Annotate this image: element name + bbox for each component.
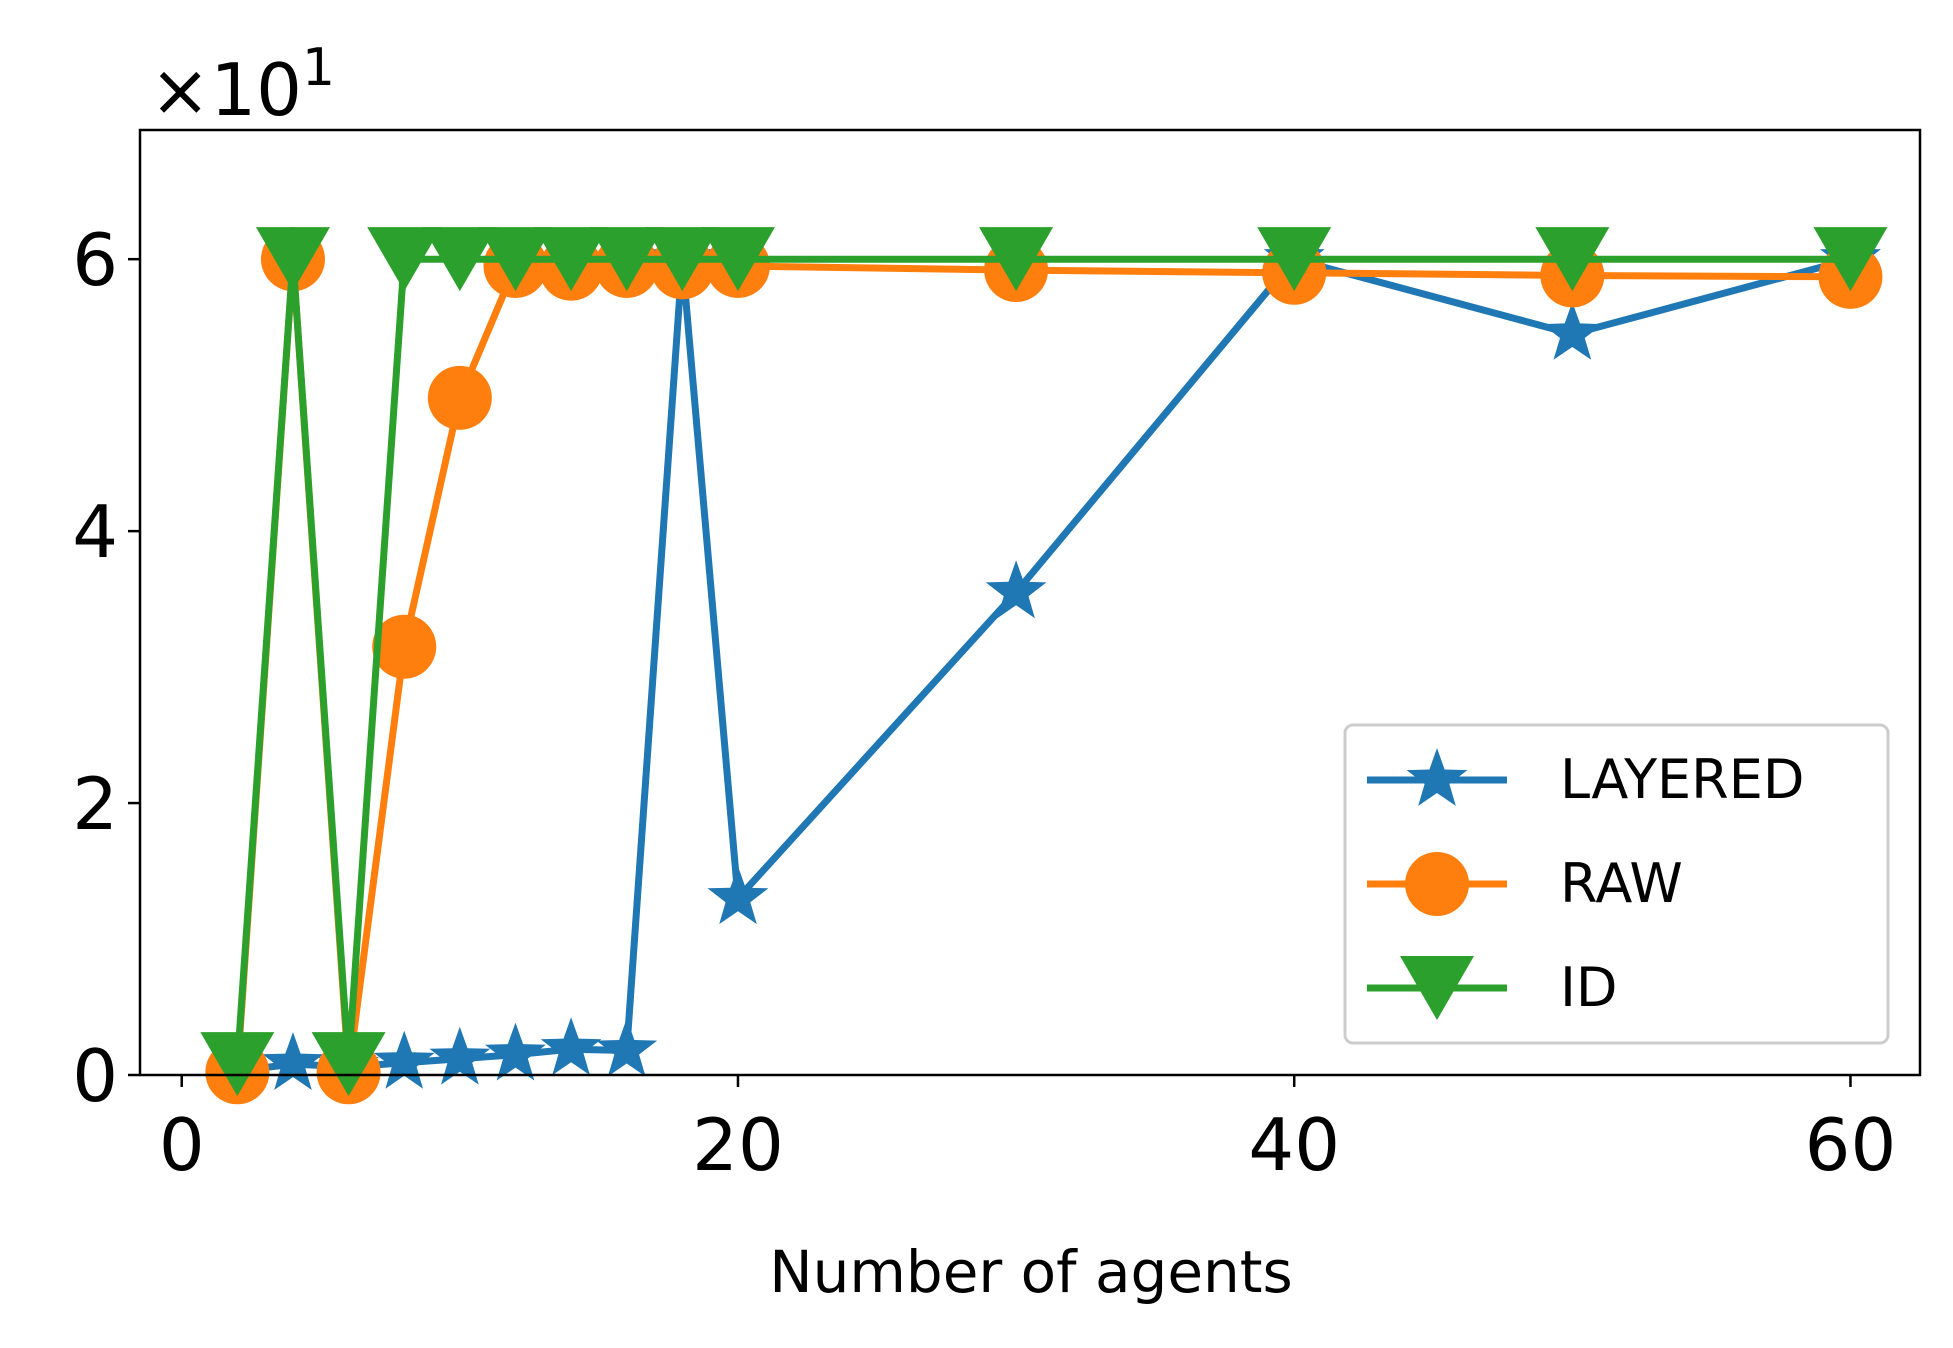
series-line-id [233, 255, 1851, 1068]
legend-entry-raw: RAW [1367, 852, 1683, 916]
data-point-id [700, 227, 775, 292]
legend-marker-id [1400, 956, 1474, 1020]
data-point-id [589, 227, 664, 292]
data-point-layered [985, 560, 1047, 619]
y-offset-label: ×101 [150, 38, 335, 132]
data-point-layered [429, 1026, 491, 1085]
data-point-id [1813, 227, 1888, 292]
legend-frame [1343, 723, 1890, 1045]
series-id [200, 227, 1888, 1097]
data-point-id [979, 227, 1054, 292]
x-tick-label: 60 [1805, 1103, 1897, 1187]
x-tick-label: 0 [159, 1103, 205, 1187]
plot-area [200, 227, 1888, 1105]
data-point-id [422, 227, 497, 292]
legend-label-raw: RAW [1560, 852, 1683, 915]
y-tick-label: 0 [72, 1034, 118, 1118]
data-point-layered [485, 1022, 546, 1081]
data-point-id [645, 227, 720, 292]
y-tick-label: 6 [72, 218, 118, 302]
data-point-id [200, 1032, 275, 1097]
legend-entry-layered: LAYERED [1367, 748, 1804, 811]
y-tick-label: 4 [72, 490, 118, 574]
x-axis-title: Number of agents [769, 1238, 1293, 1306]
data-point-id [1535, 227, 1610, 292]
legend-label-layered: LAYERED [1560, 748, 1804, 811]
data-point-raw [372, 614, 437, 679]
legend-marker-layered [1406, 748, 1468, 806]
data-point-layered [1541, 302, 1603, 360]
y-tick-label: 2 [72, 762, 118, 846]
data-point-layered [373, 1030, 435, 1089]
data-point-id [311, 1032, 386, 1097]
data-point-layered [262, 1032, 324, 1090]
data-point-id [367, 227, 442, 292]
legend-entry-id: ID [1367, 956, 1618, 1020]
data-point-layered [540, 1017, 602, 1076]
data-point-id [534, 227, 609, 292]
data-point-layered [596, 1018, 658, 1077]
plot-frame [138, 128, 1922, 1077]
axes: 0 20 40 60 0 2 4 6 [72, 128, 1922, 1187]
data-point-id [478, 227, 553, 292]
data-point-raw [427, 365, 492, 430]
legend-label-id: ID [1560, 956, 1618, 1019]
legend: LAYERED RAW ID [1343, 723, 1890, 1045]
x-tick-label: 40 [1248, 1103, 1340, 1187]
legend-marker-raw [1405, 852, 1469, 916]
data-point-id [255, 227, 330, 292]
data-point-id [1257, 227, 1332, 292]
x-tick-label: 20 [692, 1103, 784, 1187]
data-point-layered [707, 866, 769, 925]
